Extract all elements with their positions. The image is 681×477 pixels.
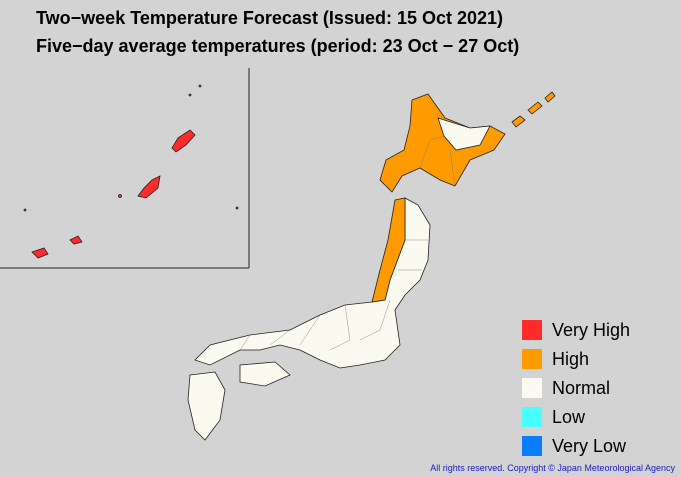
legend-label: Very High: [552, 320, 630, 340]
legend-label: Normal: [552, 378, 610, 398]
okinawa-islands: [23, 84, 239, 259]
legend-swatch: [522, 378, 542, 398]
legend-label: Very Low: [552, 436, 627, 456]
legend-swatch: [522, 320, 542, 340]
shikoku: [239, 361, 291, 387]
hokkaido: [379, 91, 556, 193]
kyushu: [187, 371, 226, 441]
copyright: All rights reserved. Copyright © Japan M…: [430, 463, 675, 473]
legend-swatch: [522, 407, 542, 427]
legend-label: Low: [552, 407, 586, 427]
legend: Very High High Normal Low Very Low: [522, 320, 630, 456]
map-subtitle: Five−day average temperatures (period: 2…: [36, 36, 519, 56]
inset-frame: [0, 68, 250, 269]
legend-label: High: [552, 349, 589, 369]
legend-swatch: [522, 349, 542, 369]
legend-swatch: [522, 436, 542, 456]
honshu: [194, 197, 431, 369]
map-title: Two−week Temperature Forecast (Issued: 1…: [36, 8, 503, 28]
